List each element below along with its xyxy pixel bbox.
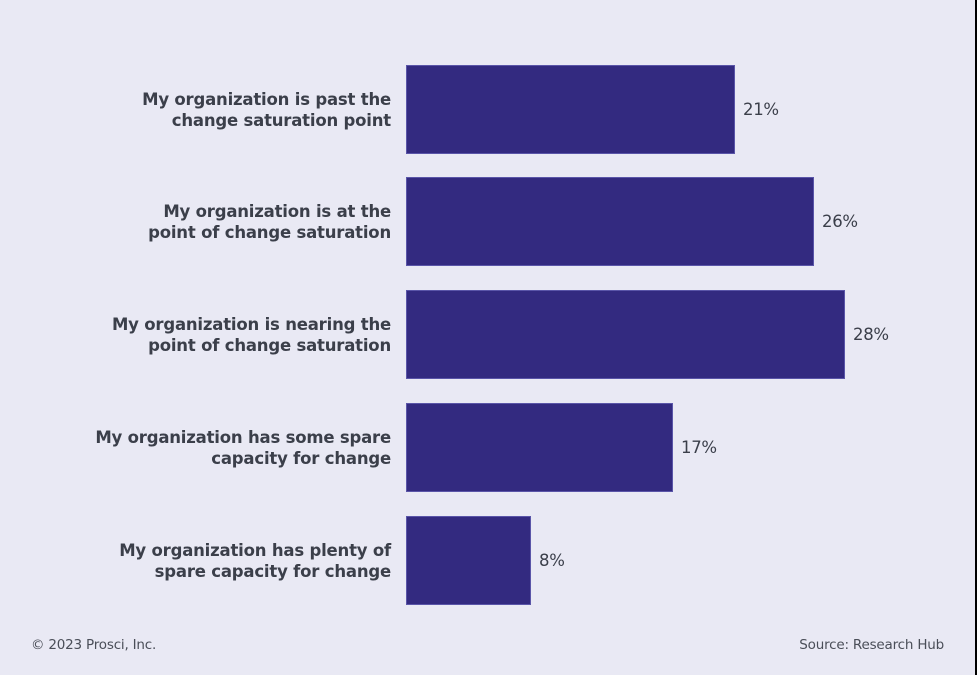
category-label: My organization has plenty of spare capac…	[61, 516, 391, 606]
category-label-line: My organization is nearing the	[111, 315, 391, 334]
category-label-line: My organization is past the	[142, 90, 391, 109]
value-label: 26%	[822, 212, 858, 231]
category-label-line: My organization has plenty of	[119, 541, 391, 560]
bar-row: My organization has some spare capacity f…	[0, 403, 975, 493]
category-label: My organization is nearing the point of c…	[61, 290, 391, 380]
category-label-line: change saturation point	[171, 111, 391, 130]
bar-row: My organization has plenty of spare capac…	[0, 516, 975, 606]
copyright-text: © 2023 Prosci, Inc.	[31, 637, 157, 653]
value-label: 21%	[743, 100, 779, 119]
category-label-line: capacity for change	[211, 449, 391, 468]
category-label-line: My organization has some spare	[95, 428, 391, 447]
bar-row: My organization is nearing the point of c…	[0, 290, 975, 380]
bar	[406, 65, 735, 154]
category-label-line: point of change saturation	[148, 336, 391, 355]
bar	[406, 516, 531, 605]
bar	[406, 177, 814, 266]
bar	[406, 290, 845, 379]
value-label: 28%	[853, 325, 889, 344]
source-text: Source: Research Hub	[799, 637, 944, 653]
category-label-line: spare capacity for change	[154, 562, 392, 581]
category-label: My organization is at the point of change…	[61, 177, 391, 267]
value-label: 8%	[539, 551, 565, 570]
bar-row: My organization is at the point of change…	[0, 177, 975, 267]
category-label-line: My organization is at the	[163, 202, 391, 221]
category-label: My organization has some spare capacity f…	[61, 403, 391, 493]
category-label-line: point of change saturation	[148, 223, 391, 242]
category-label: My organization is past the change satura…	[61, 65, 391, 155]
bar-row: My organization is past the change satura…	[0, 65, 975, 155]
value-label: 17%	[681, 438, 717, 457]
bar	[406, 403, 673, 492]
